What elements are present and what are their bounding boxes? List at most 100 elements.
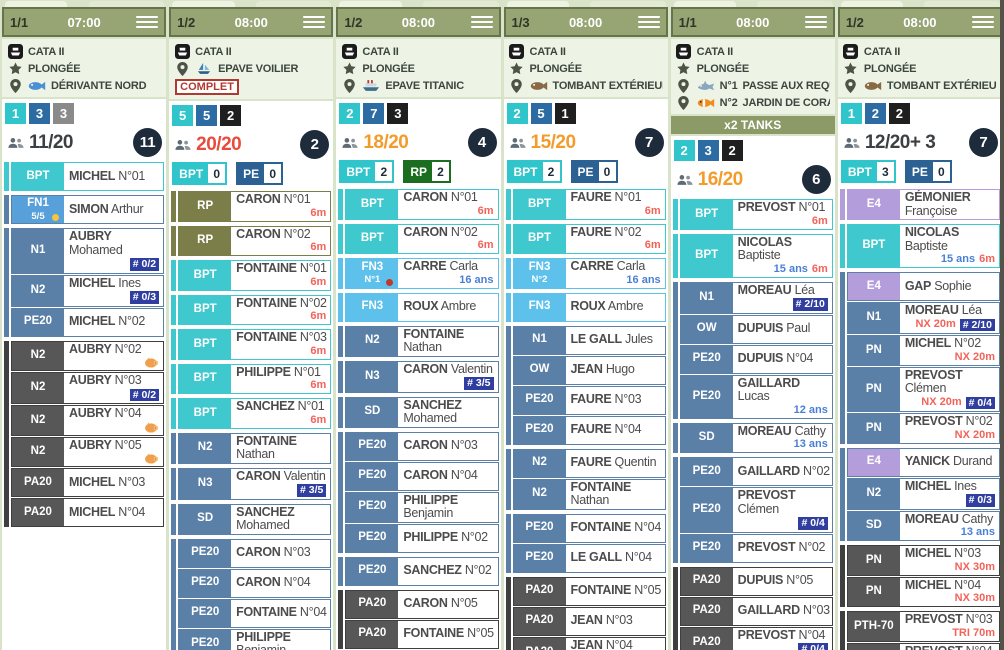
diver-row[interactable]: N1 LE GALL Jules <box>512 325 666 355</box>
diver-row[interactable]: E4 YANICK Durand <box>846 447 1000 477</box>
diver-row[interactable]: BPT PHILIPPE N°01 6m <box>178 363 332 394</box>
diver-row[interactable]: N2 FONTAINE Nathan <box>512 478 666 510</box>
scrollbar[interactable] <box>1000 0 1004 650</box>
diver-row[interactable]: PN PREVOST Clémen NX 20m # 0/4 <box>846 366 1000 412</box>
diver-row[interactable]: PN MICHEL N°02 NX 20m <box>846 335 1000 366</box>
diver-row[interactable]: N1 MOREAU Léa NX 20m # 2/10 <box>846 302 1000 334</box>
diver-row[interactable]: PA20 JEAN N°03 <box>512 606 666 636</box>
diver-row[interactable]: BPT CARON N°02 6m <box>345 223 499 254</box>
diver-row[interactable]: PE20 DUPUIS N°04 <box>679 344 833 374</box>
background-tab[interactable] <box>422 1 499 7</box>
diver-row[interactable]: PA20 FONTAINE N°05 <box>345 619 499 649</box>
guide-count-circle[interactable]: 4 <box>467 128 497 157</box>
site-row[interactable]: TOMBANT EXTÉRIEUR <box>843 77 997 94</box>
diver-row[interactable]: SD SANCHEZ Mohamed <box>178 503 332 535</box>
diver-row[interactable]: N2 AUBRY N°05 <box>11 436 165 467</box>
diver-row[interactable]: FN3 N°1 CARRE Carla 16 ans <box>345 258 499 289</box>
diver-row[interactable]: BPT NICOLAS Baptiste 15 ans 6m <box>679 233 833 278</box>
diver-row[interactable]: PE20 PREVOST Clémen # 0/4 <box>679 487 833 533</box>
guide-count-circle[interactable]: 2 <box>300 130 330 159</box>
site-row[interactable]: EPAVE VOILIER <box>174 60 328 77</box>
background-tab[interactable] <box>339 1 402 7</box>
diver-row[interactable]: PN MICHEL N°03 NX 30m <box>846 545 1000 576</box>
diver-row[interactable]: N3 CARON Valentin # 3/5 <box>345 360 499 393</box>
diver-row[interactable]: BPT MICHEL N°01 <box>11 162 165 191</box>
diver-row[interactable]: PE20 PHILIPPE N°02 <box>345 523 499 553</box>
diver-row[interactable]: SD SANCHEZ Mohamed <box>345 396 499 428</box>
background-tab[interactable] <box>673 1 737 7</box>
background-tab[interactable] <box>172 1 235 7</box>
diver-row[interactable]: BPT FONTAINE N°02 6m <box>178 294 332 325</box>
diver-row[interactable]: PA20 JEAN N°04# 1/5 <box>512 636 666 650</box>
site-row[interactable]: TOMBANT EXTÉRIEUR <box>509 77 663 94</box>
diver-row[interactable]: PA20 MICHEL N°04 <box>11 498 165 527</box>
diver-row[interactable]: RP CARON N°02 6m <box>178 225 332 256</box>
background-tab[interactable] <box>757 1 833 7</box>
diver-row[interactable]: N2 MICHEL Ines # 0/3 <box>11 274 165 307</box>
diver-row[interactable]: PA20 DUPUIS N°05 <box>679 566 833 596</box>
background-tab[interactable] <box>88 1 165 7</box>
diver-row[interactable]: N1 AUBRY Mohamed # 0/2 <box>11 228 165 274</box>
background-tab[interactable] <box>255 1 332 7</box>
background-tab[interactable] <box>924 1 1000 7</box>
diver-row[interactable]: PE20 PHILIPPE Benjamin <box>345 491 499 523</box>
diver-row[interactable]: BPT NICOLAS Baptiste 15 ans 6m <box>846 224 1000 268</box>
diver-row[interactable]: N2 AUBRY N°02 <box>11 340 165 371</box>
site-row[interactable]: EPAVE TITANIC <box>341 77 495 94</box>
diver-row[interactable]: PN MICHEL N°04 NX 30m <box>846 576 1000 607</box>
site-row[interactable]: DÉRIVANTE NORD <box>7 77 161 94</box>
diver-row[interactable]: BPT FONTAINE N°03 6m <box>178 329 332 360</box>
background-tab[interactable] <box>590 1 666 7</box>
diver-row[interactable]: PA20 GAILLARD N°03 <box>679 596 833 626</box>
diver-row[interactable]: FN1 5/5 SIMON Arthur <box>11 195 165 224</box>
guide-count-circle[interactable]: 11 <box>133 128 163 157</box>
diver-row[interactable]: PA20 CARON N°05 <box>345 589 499 619</box>
diver-row[interactable]: N2 MICHEL Ines # 0/3 <box>846 477 1000 510</box>
diver-row[interactable]: N2 AUBRY N°03 # 0/2 <box>11 372 165 404</box>
diver-row[interactable]: PE20 FAURE N°04 <box>512 415 666 445</box>
diver-row[interactable]: PA20 MICHEL N°03 <box>11 468 165 497</box>
diver-row[interactable]: RP CARON N°01 6m <box>178 191 332 222</box>
diver-row[interactable]: BPT SANCHEZ N°01 6m <box>178 398 332 429</box>
diver-row[interactable]: BPT FAURE N°01 6m <box>512 189 666 220</box>
background-tab[interactable] <box>840 1 904 7</box>
site-row[interactable]: N°2 JARDIN DE CORAIL <box>676 94 830 111</box>
diver-row[interactable]: PE20 GAILLARD Lucas 12 ans <box>679 374 833 419</box>
guide-count-circle[interactable]: 7 <box>634 128 664 157</box>
diver-row[interactable]: BPT FAURE N°02 6m <box>512 223 666 254</box>
diver-row[interactable]: PE20 SANCHEZ N°02 <box>345 556 499 586</box>
menu-icon[interactable] <box>470 16 493 28</box>
diver-row[interactable]: FN3 ROUX Ambre <box>512 292 666 322</box>
diver-row[interactable]: SD MOREAU Cathy 13 ans <box>846 510 1000 541</box>
background-tab[interactable] <box>5 1 68 7</box>
guide-count-circle[interactable]: 6 <box>801 165 831 194</box>
menu-icon[interactable] <box>637 16 660 28</box>
diver-row[interactable]: PA20 FONTAINE N°05 <box>512 576 666 606</box>
diver-row[interactable]: FN3 N°2 CARRE Carla 16 ans <box>512 258 666 289</box>
diver-row[interactable]: PE20 FAURE N°03 <box>512 385 666 415</box>
diver-row[interactable]: PE20 PHILIPPE Benjamin <box>178 628 332 650</box>
diver-row[interactable]: E4 GÉMONIER Françoise <box>846 189 1000 220</box>
diver-row[interactable]: PE20 CARON N°04 <box>178 568 332 598</box>
diver-row[interactable]: PE20 FONTAINE N°04 <box>512 513 666 543</box>
menu-icon[interactable] <box>972 16 994 28</box>
diver-row[interactable]: PTH-70 PREVOST N°03 TRI 70m <box>846 611 1000 642</box>
diver-row[interactable]: PA20 PREVOST N°04 # 0/4 <box>679 626 833 650</box>
diver-row[interactable]: BPT FONTAINE N°01 6m <box>178 260 332 291</box>
diver-row[interactable]: BPT CARON N°01 6m <box>345 189 499 220</box>
diver-row[interactable]: OW DUPUIS Paul <box>679 314 833 344</box>
diver-row[interactable]: N3 CARON Valentin # 3/5 <box>178 467 332 500</box>
diver-row[interactable]: N2 FAURE Quentin <box>512 448 666 478</box>
diver-row[interactable]: SD MOREAU Cathy 13 ans <box>679 422 833 453</box>
guide-count-circle[interactable]: 7 <box>969 128 998 157</box>
menu-icon[interactable] <box>303 16 326 28</box>
diver-row[interactable]: E4 GAP Sophie <box>846 272 1000 301</box>
diver-row[interactable]: PN PREVOST N°02 NX 20m <box>846 413 1000 444</box>
diver-row[interactable]: PE20 PREVOST N°02 <box>679 533 833 563</box>
site-row[interactable]: N°1 PASSE AUX REQU… <box>676 77 830 94</box>
menu-icon[interactable] <box>136 16 159 28</box>
background-tab[interactable] <box>506 1 569 7</box>
diver-row[interactable]: BPT PREVOST N°01 6m <box>679 199 833 230</box>
diver-row[interactable]: N1 MOREAU Léa # 2/10 <box>679 281 833 314</box>
